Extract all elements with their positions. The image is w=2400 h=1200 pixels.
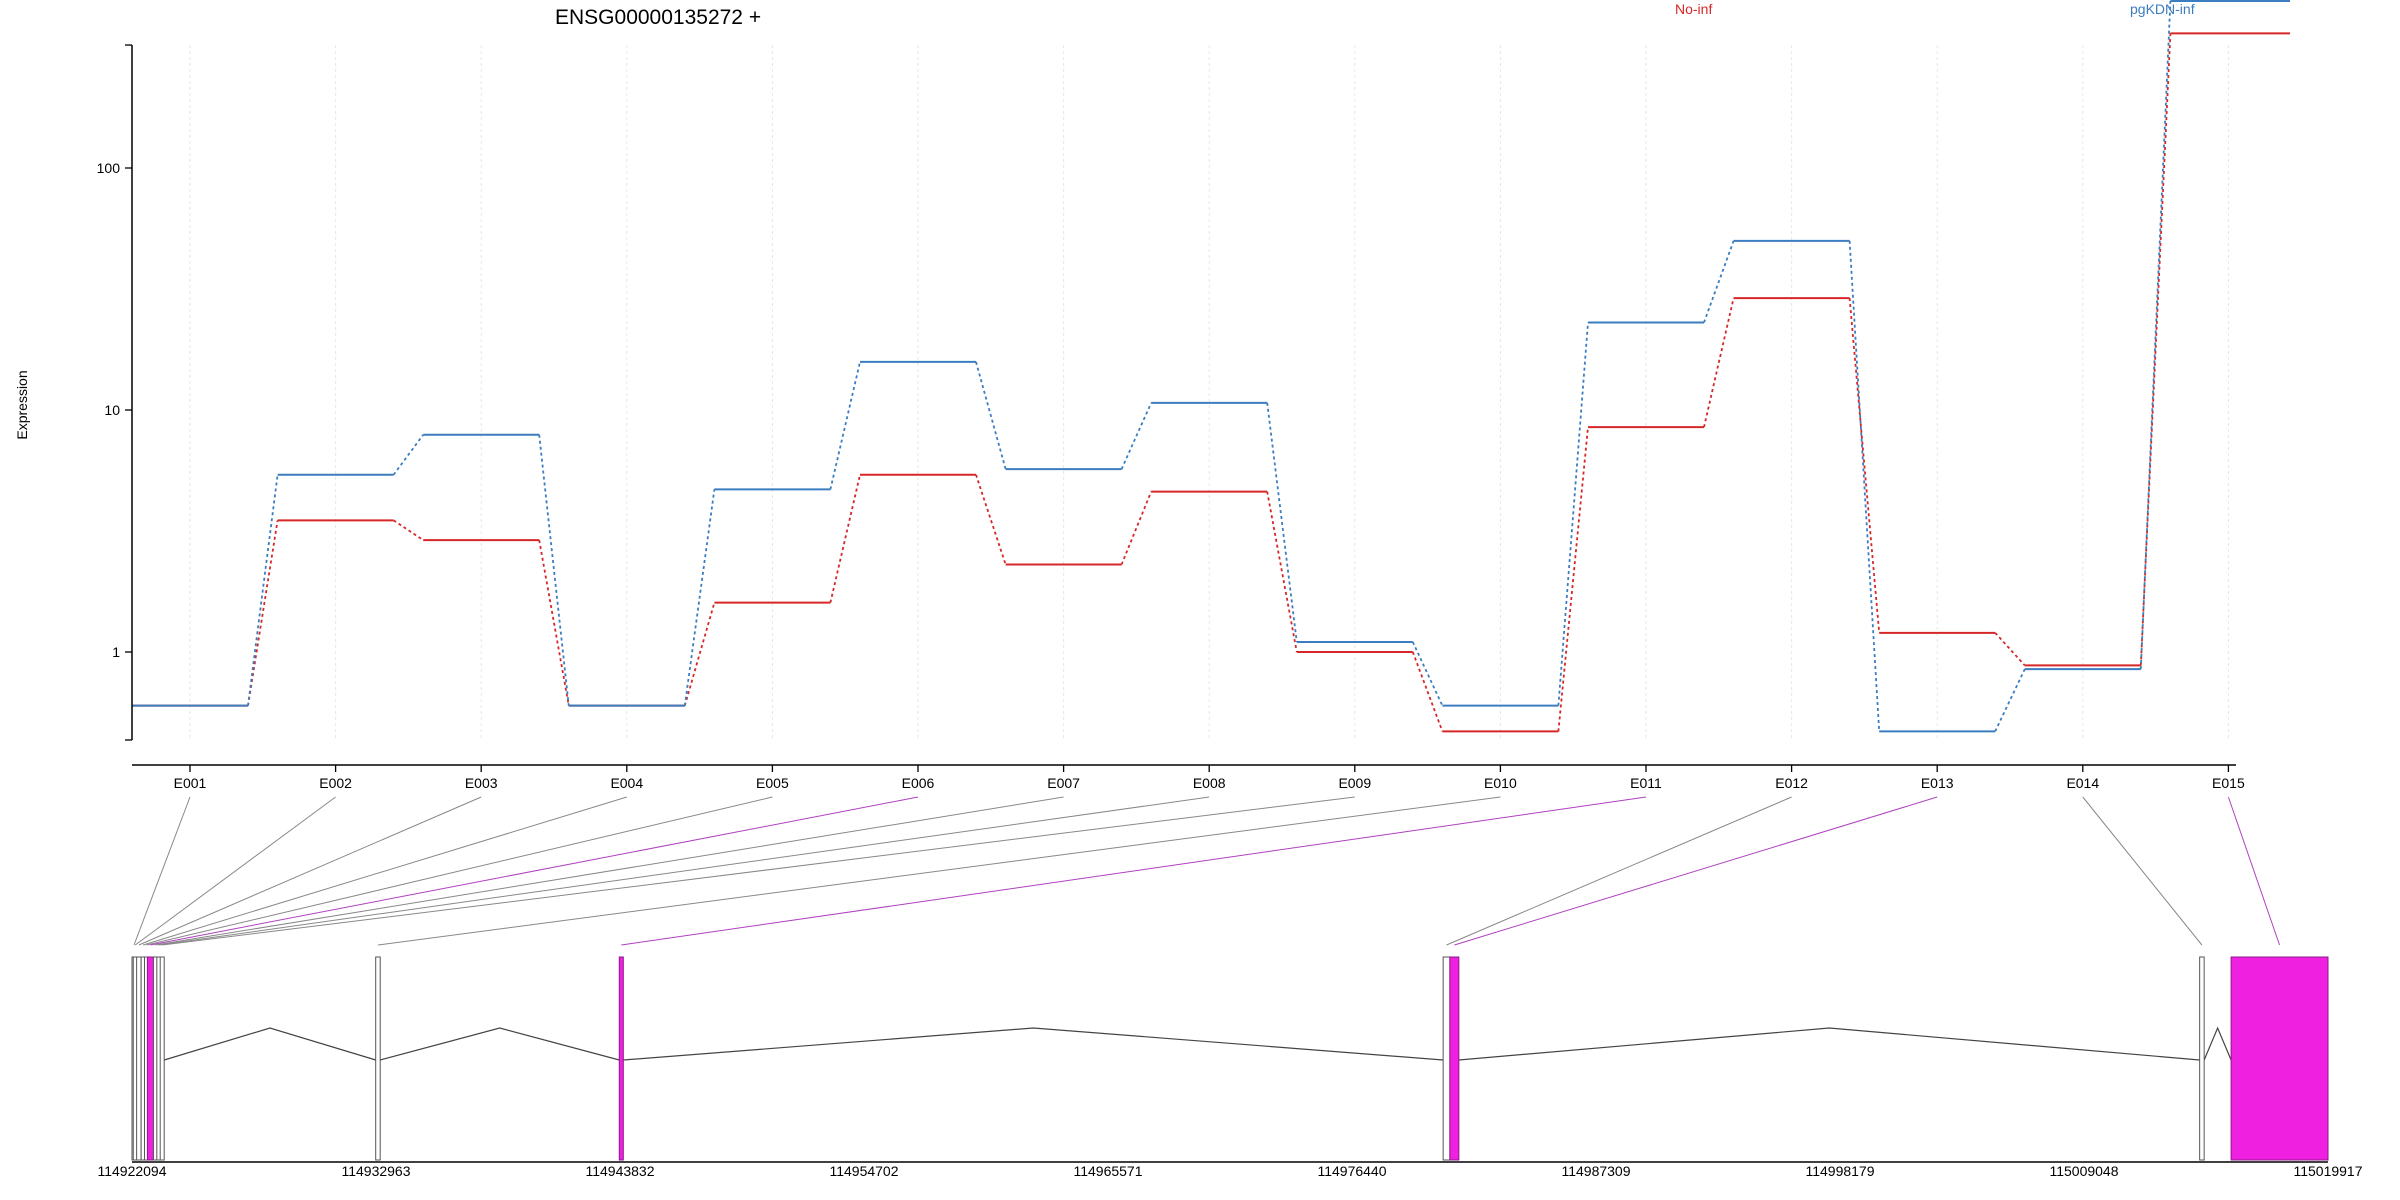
exon-connector bbox=[2082, 796, 2203, 946]
x-tick-label: E001 bbox=[174, 775, 207, 791]
y-tick-label: 1 bbox=[112, 644, 120, 660]
x-tick-label: E010 bbox=[1484, 775, 1517, 791]
x-tick-label: E011 bbox=[1630, 775, 1662, 791]
series-transition bbox=[538, 434, 570, 706]
coordinate-tick-label: 114943832 bbox=[585, 1163, 654, 1179]
y-axis-label: Expression bbox=[14, 370, 30, 439]
exon-connector bbox=[1446, 796, 1792, 946]
intron-line bbox=[164, 1027, 376, 1061]
coordinate-tick-label: 114965571 bbox=[1073, 1163, 1142, 1179]
x-tick-label: E014 bbox=[2066, 775, 2099, 791]
x-tick-label: E007 bbox=[1047, 775, 1080, 791]
exon-connector bbox=[155, 796, 1064, 946]
exon-box-e010 bbox=[375, 956, 381, 1161]
exon-connector bbox=[162, 796, 1355, 946]
x-tick-label: E004 bbox=[610, 775, 643, 791]
exon-connector bbox=[133, 796, 191, 946]
exon-connector bbox=[142, 796, 627, 946]
exon-connector bbox=[158, 796, 1210, 946]
x-tick-label: E005 bbox=[756, 775, 789, 791]
series-transition bbox=[1994, 632, 2026, 667]
exon-box-e006 bbox=[146, 956, 154, 1161]
series-transition bbox=[683, 602, 716, 706]
coordinate-tick-label: 114932963 bbox=[341, 1163, 410, 1179]
x-tick-label: E002 bbox=[319, 775, 352, 791]
exon-box-e013 bbox=[1449, 956, 1460, 1161]
exon-box-e012 bbox=[1442, 956, 1451, 1161]
series-transition bbox=[393, 519, 424, 541]
series-layer bbox=[132, 0, 2290, 733]
series-transition bbox=[1994, 668, 2026, 732]
series-transition bbox=[1120, 491, 1153, 565]
series-transition bbox=[1848, 298, 1881, 633]
x-tick-label: E009 bbox=[1338, 775, 1371, 791]
legend-entry-no-inf: No-inf bbox=[1675, 1, 1712, 17]
gene-model: 114922094 114932963 114943832 114954702 1149… bbox=[97, 956, 2363, 1179]
exon-box-e003 bbox=[136, 956, 142, 1161]
series-transition bbox=[683, 489, 716, 706]
legend-entry-pgkdn-inf: pgKDN-inf bbox=[2130, 1, 2195, 17]
series-transition bbox=[247, 474, 279, 706]
series-transition bbox=[1120, 402, 1153, 470]
series-transition bbox=[1703, 297, 1735, 428]
x-tick-label: E006 bbox=[902, 775, 935, 791]
series-transition bbox=[1411, 651, 1444, 732]
series-transition bbox=[829, 361, 861, 490]
x-tick-label: E015 bbox=[2212, 775, 2245, 791]
intron-line bbox=[2203, 1026, 2232, 1061]
exon-box-e014 bbox=[2199, 956, 2205, 1161]
y-tick-label: 100 bbox=[97, 160, 121, 176]
x-axis-ticks: E001 E002 E003 E004 E005 E006 E007 E008 E009 E010… bbox=[174, 765, 2245, 791]
series-transition bbox=[1411, 641, 1444, 707]
exon-connector bbox=[150, 796, 919, 946]
series-transition bbox=[1557, 426, 1589, 732]
coordinate-tick-label: 114976440 bbox=[1317, 1163, 1386, 1179]
coordinate-tick-label: 114954702 bbox=[829, 1163, 898, 1179]
series-transition bbox=[392, 434, 424, 476]
series-transition bbox=[1703, 240, 1735, 323]
x-tick-label: E003 bbox=[465, 775, 498, 791]
x-tick-label: E008 bbox=[1193, 775, 1226, 791]
coordinate-tick-label: 114987309 bbox=[1561, 1163, 1630, 1179]
coordinate-tick-label: 115009048 bbox=[2049, 1163, 2118, 1179]
series-transition bbox=[829, 474, 861, 603]
y-tick-label: 10 bbox=[104, 402, 120, 418]
coordinate-tick-label: 115019917 bbox=[2293, 1163, 2362, 1179]
coordinate-tick-label: 114922094 bbox=[97, 1163, 166, 1179]
intron-line bbox=[1458, 1027, 2200, 1061]
exon-connectors bbox=[133, 796, 2281, 946]
exon-connector bbox=[621, 796, 1647, 946]
exon-connector bbox=[377, 796, 1501, 946]
exon-connector bbox=[146, 796, 773, 946]
x-tick-label: E012 bbox=[1775, 775, 1808, 791]
exon-connector bbox=[134, 796, 336, 946]
x-tick-label: E013 bbox=[1921, 775, 1954, 791]
exon-connector bbox=[1454, 796, 1938, 946]
exon-box-e009 bbox=[159, 956, 165, 1161]
exon-box-e011 bbox=[618, 956, 624, 1161]
intron-line bbox=[380, 1027, 620, 1061]
series-transition bbox=[975, 361, 1007, 470]
series-pgkdn-inf bbox=[132, 0, 2290, 733]
series-transition bbox=[975, 474, 1007, 565]
series-transition bbox=[538, 539, 570, 706]
exon-connector bbox=[2227, 796, 2281, 946]
y-axis-ticks: 1 10 100 bbox=[97, 44, 132, 741]
series-no-inf bbox=[132, 32, 2290, 733]
exon-box-e015 bbox=[2230, 956, 2329, 1161]
intron-line bbox=[623, 1027, 1444, 1061]
axes-layer bbox=[131, 45, 2236, 766]
exon-connector bbox=[138, 796, 482, 946]
series-transition bbox=[247, 520, 279, 706]
series-transition bbox=[1266, 491, 1298, 653]
series-transition bbox=[1557, 322, 1589, 706]
vertical-grid bbox=[189, 45, 2229, 740]
series-transition bbox=[1848, 240, 1881, 732]
coordinate-tick-label: 114998179 bbox=[1805, 1163, 1874, 1179]
series-transition bbox=[1266, 402, 1298, 643]
chart-title: ENSG00000135272 + bbox=[555, 6, 761, 29]
